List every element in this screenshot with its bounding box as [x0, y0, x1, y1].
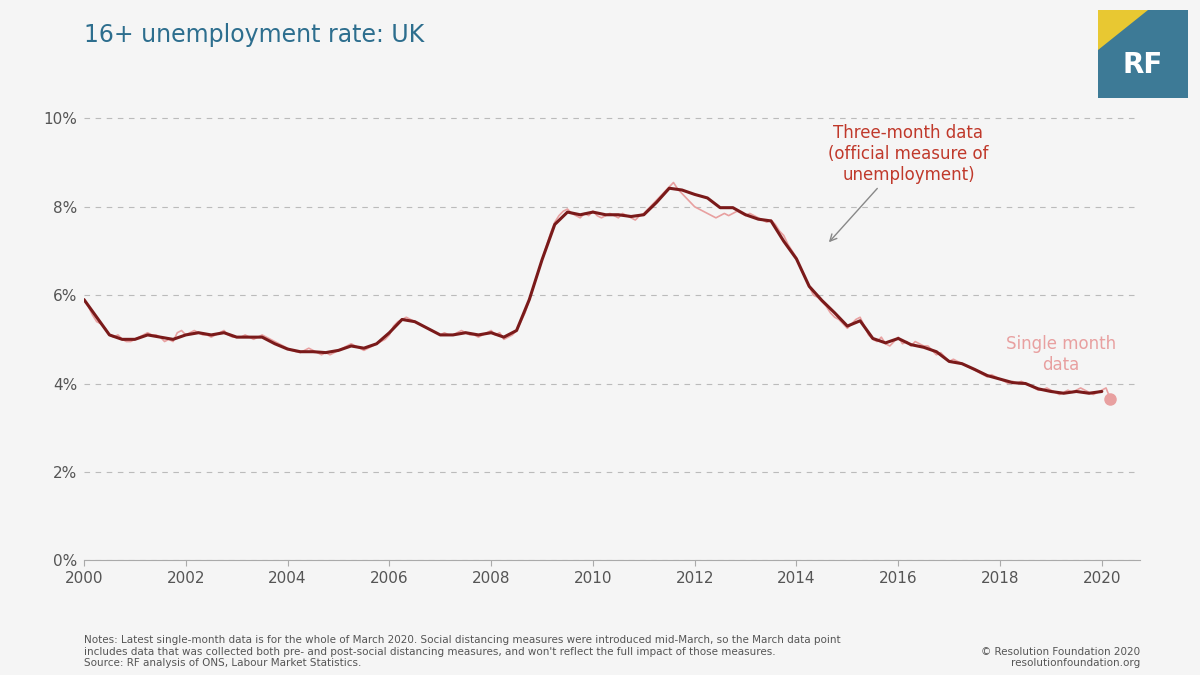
- Text: Three-month data
(official measure of
unemployment): Three-month data (official measure of un…: [828, 124, 989, 241]
- Text: Notes: Latest single-month data is for the whole of March 2020. Social distancin: Notes: Latest single-month data is for t…: [84, 635, 841, 668]
- Text: RF: RF: [1123, 51, 1163, 78]
- Text: © Resolution Foundation 2020
resolutionfoundation.org: © Resolution Foundation 2020 resolutionf…: [980, 647, 1140, 668]
- Text: Single month
data: Single month data: [1006, 335, 1116, 374]
- Text: 16+ unemployment rate: UK: 16+ unemployment rate: UK: [84, 23, 425, 47]
- Polygon shape: [1098, 10, 1147, 50]
